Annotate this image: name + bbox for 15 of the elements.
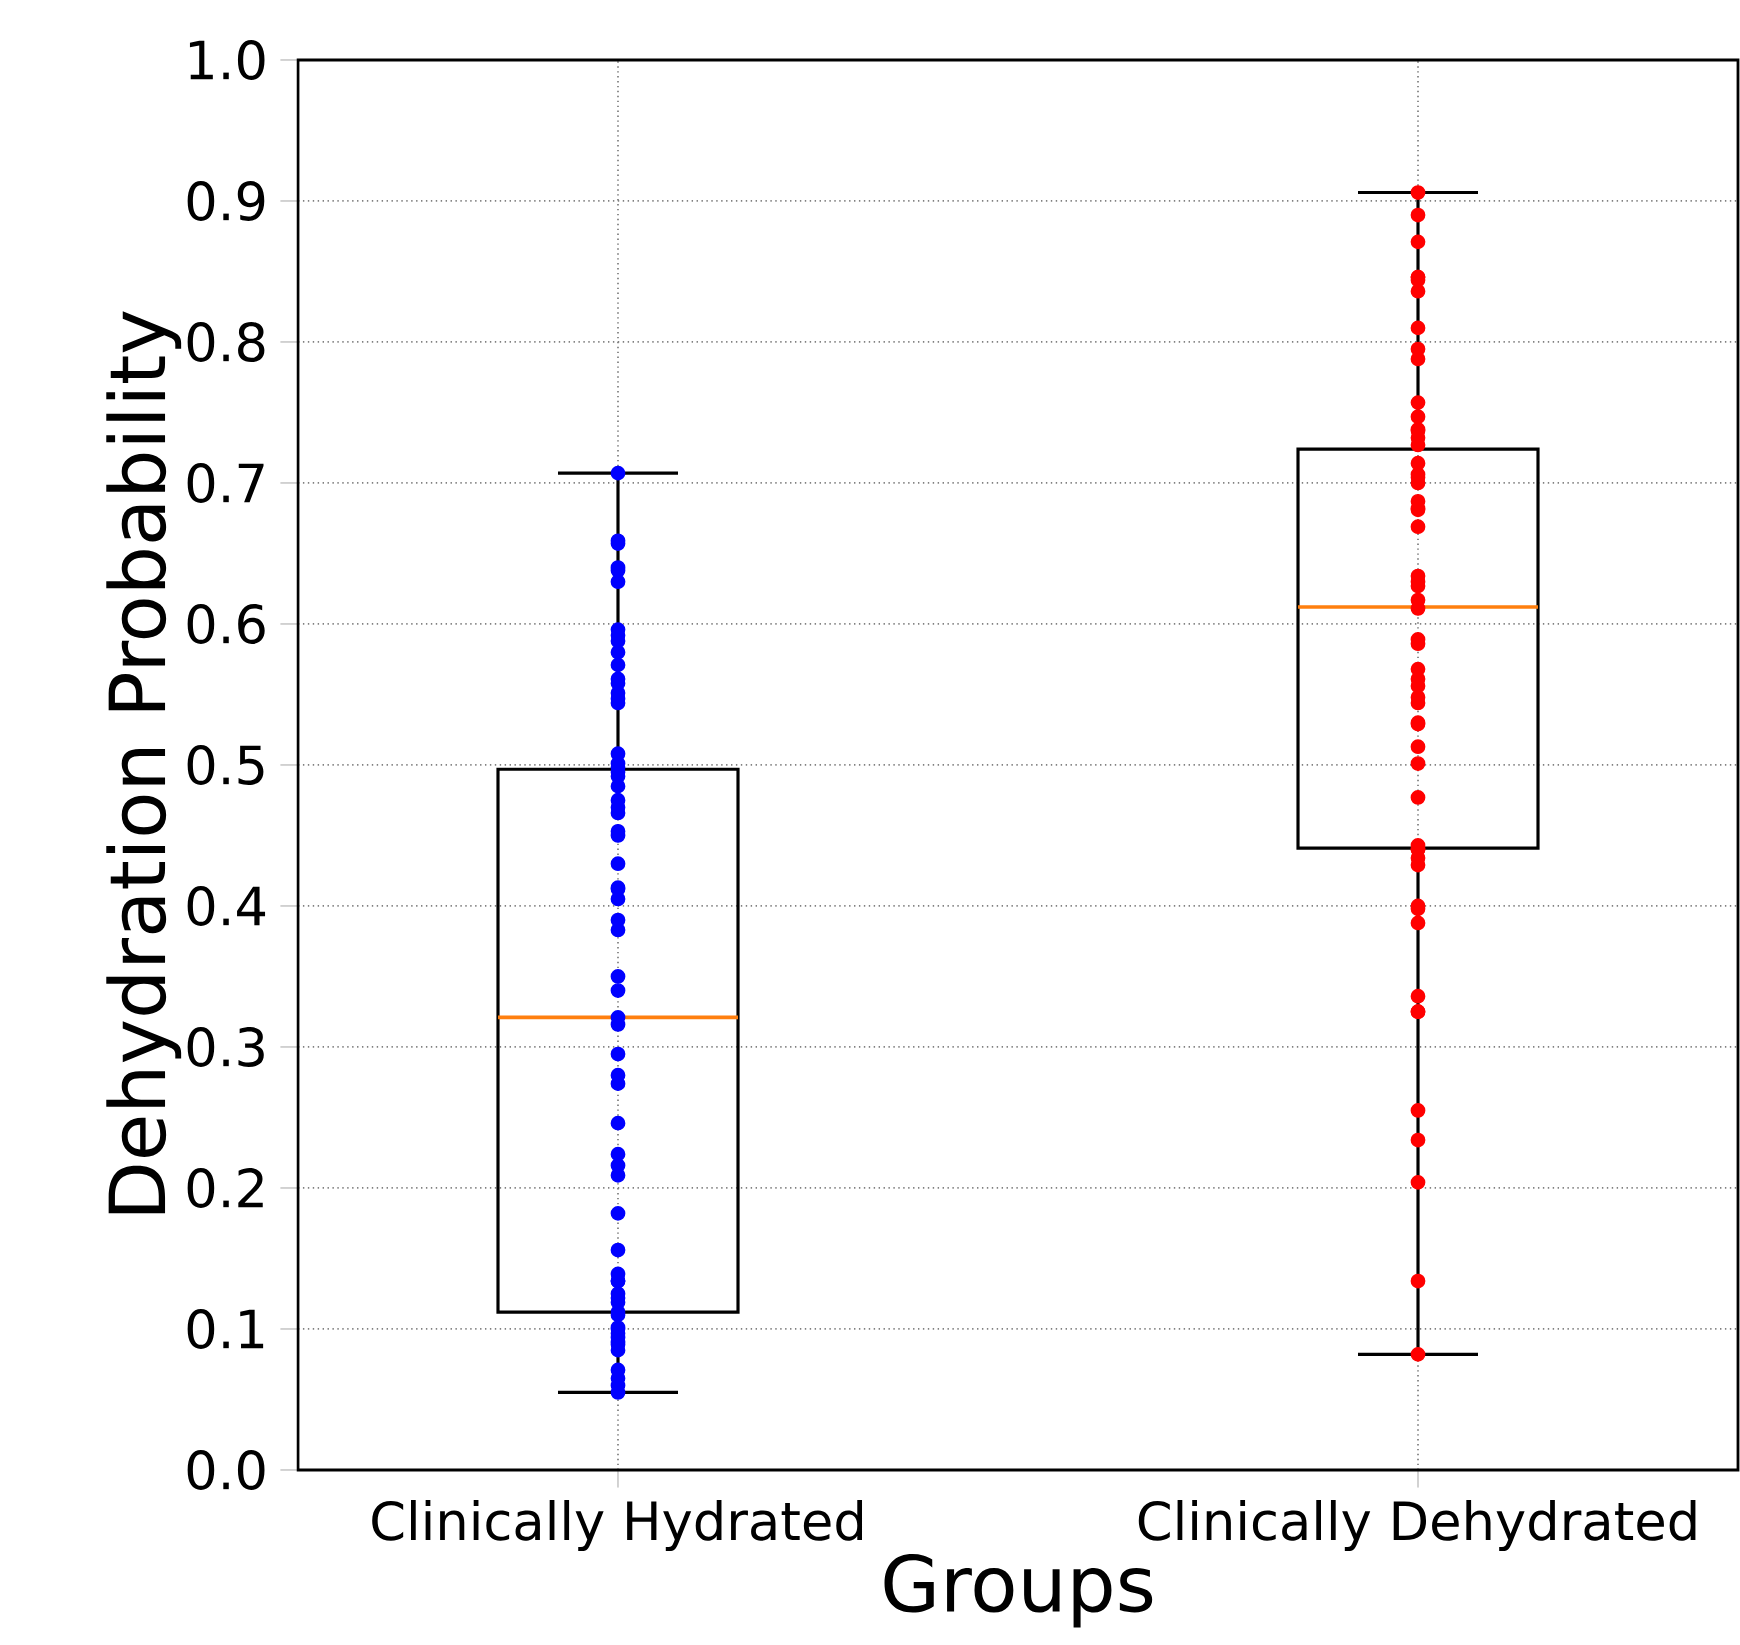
x-tick-label: Clinically Dehydrated xyxy=(1138,1500,1696,1551)
y-tick-label: 0.4 xyxy=(187,886,266,926)
y-tick-label: 0.9 xyxy=(187,181,265,221)
y-tick-label: 0.3 xyxy=(187,1027,264,1067)
y-tick-label: 0.2 xyxy=(187,1168,263,1208)
y-tick-label: 0.5 xyxy=(187,745,264,785)
y-tick-label: 0.8 xyxy=(187,322,265,362)
y-tick-label: 0.7 xyxy=(187,463,264,503)
y-tick-label: 0.0 xyxy=(187,1450,265,1490)
x-tick-label: Clinically Hydrated xyxy=(372,1500,863,1551)
y-tick-label: 0.1 xyxy=(187,1309,264,1349)
y-tick-label: 1.0 xyxy=(189,40,265,80)
x-axis-title: Groups xyxy=(884,1554,1153,1628)
y-axis-title: Dehydration Probability xyxy=(106,311,182,1214)
y-tick-label: 0.6 xyxy=(187,604,265,644)
